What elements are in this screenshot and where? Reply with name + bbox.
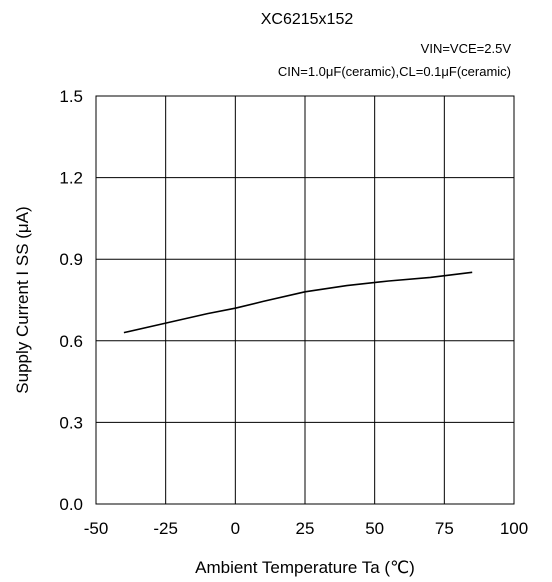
y-tick-label: 0.0 <box>59 495 83 514</box>
x-tick-label: -25 <box>153 519 178 538</box>
x-tick-labels: -50 -25 0 25 50 75 100 <box>84 519 528 538</box>
y-axis-label: Supply Current I SS (μA) <box>13 206 32 393</box>
x-tick-label: 25 <box>296 519 315 538</box>
annotation-conditions-1: VIN=VCE=2.5V <box>421 41 512 56</box>
plot-area <box>95 95 515 505</box>
y-tick-label: 1.2 <box>59 169 83 188</box>
grid <box>96 96 514 504</box>
y-tick-label: 0.3 <box>59 413 83 432</box>
y-tick-label: 1.5 <box>59 87 83 106</box>
series-layer <box>123 271 473 334</box>
y-tick-label: 0.9 <box>59 250 83 269</box>
x-tick-label: 0 <box>231 519 240 538</box>
y-tick-labels: 0.0 0.3 0.6 0.9 1.2 1.5 <box>59 87 83 514</box>
x-tick-label: 75 <box>435 519 454 538</box>
x-tick-label: 50 <box>365 519 384 538</box>
annotation-conditions-2: CIN=1.0μF(ceramic),CL=0.1μF(ceramic) <box>278 64 511 79</box>
x-tick-label: -50 <box>84 519 109 538</box>
x-tick-label: 100 <box>500 519 528 538</box>
y-tick-label: 0.6 <box>59 332 83 351</box>
x-axis-label: Ambient Temperature Ta (℃) <box>195 558 415 577</box>
series-line <box>123 271 473 334</box>
chart-title: XC6215x152 <box>261 11 354 28</box>
